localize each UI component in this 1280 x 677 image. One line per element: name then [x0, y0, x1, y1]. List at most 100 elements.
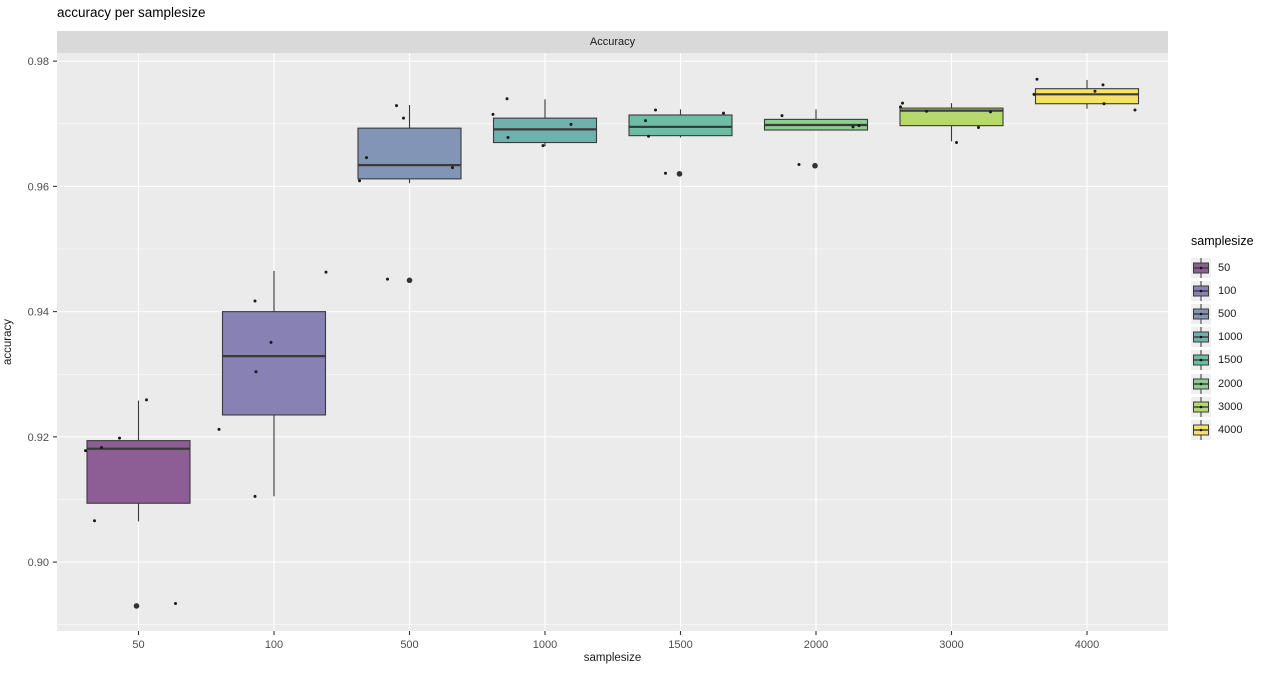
y-tick-label: 0.94 — [28, 307, 49, 319]
box-4000 — [1034, 88, 1140, 105]
jitter-point — [1093, 89, 1097, 93]
legend-key-boxplot-icon — [1191, 257, 1211, 278]
outlier-point — [406, 277, 413, 284]
legend-item-500: 500 — [1191, 302, 1254, 325]
jitter-point — [1102, 102, 1106, 106]
jitter-point — [644, 119, 647, 123]
jitter-point — [797, 162, 801, 166]
legend-item-50: 50 — [1191, 256, 1254, 279]
jitter-point — [386, 277, 389, 281]
x-tick-label: 100 — [265, 639, 283, 651]
jitter-point — [541, 144, 545, 148]
y-tick-label: 0.98 — [28, 56, 49, 68]
legend-key-boxplot-icon — [1191, 350, 1211, 371]
legend-label: 2000 — [1218, 377, 1243, 390]
legend-key-boxplot-icon — [1191, 419, 1211, 440]
facet-strip: Accuracy — [57, 31, 1168, 53]
jitter-point — [100, 446, 103, 450]
legend-label: 1000 — [1218, 331, 1243, 344]
jitter-point — [93, 519, 96, 523]
jitter-point — [664, 171, 667, 175]
outlier-point — [676, 171, 683, 177]
box-100 — [221, 311, 327, 416]
legend-items: 50 100 500 1000 1500 2000 3000 4000 — [1191, 256, 1254, 442]
y-tick-label: 0.92 — [28, 432, 49, 444]
facet-strip-label: Accuracy — [589, 36, 636, 48]
jitter-point — [1101, 83, 1105, 87]
boxplot-panel: 0.90 0.92 0.94 0.96 0.98 50 100 500 1000 1500 2000… — [28, 53, 1168, 651]
jitter-point — [365, 156, 368, 160]
jitter-point — [925, 109, 928, 113]
jitter-point — [395, 104, 398, 108]
jitter-point — [451, 166, 454, 170]
jitter-point — [324, 270, 328, 274]
jitter-point — [505, 97, 509, 101]
jitter-point — [118, 436, 121, 440]
jitter-point — [857, 124, 861, 128]
jitter-point — [253, 494, 257, 498]
y-tick-label: 0.96 — [28, 181, 49, 193]
jitter-point — [899, 105, 902, 109]
plot-title: accuracy per samplesize — [57, 5, 206, 20]
y-tick-label: 0.90 — [28, 557, 49, 569]
legend-label: 100 — [1218, 284, 1237, 297]
jitter-point — [1133, 108, 1137, 112]
legend-label: 3000 — [1218, 400, 1243, 413]
jitter-point — [989, 110, 992, 114]
legend-item-1500: 1500 — [1191, 349, 1254, 372]
legend-key-boxplot-icon — [1191, 373, 1211, 394]
x-tick-label: 4000 — [1075, 639, 1099, 651]
box-50 — [86, 440, 191, 504]
jitter-point — [780, 114, 784, 118]
legend-key-boxplot-icon — [1191, 303, 1211, 324]
x-tick-label: 1500 — [668, 639, 692, 651]
x-tick-label: 50 — [132, 639, 144, 651]
legend-key-boxplot-icon — [1191, 327, 1211, 348]
legend-item-100: 100 — [1191, 279, 1254, 302]
x-axis-title: samplesize — [583, 652, 642, 664]
jitter-point — [647, 134, 650, 138]
box-500 — [357, 127, 462, 180]
legend-key-boxplot-icon — [1191, 280, 1211, 301]
jitter-point — [955, 141, 958, 145]
x-tick-label: 1000 — [533, 639, 557, 651]
jitter-point — [851, 125, 855, 129]
jitter-point — [569, 122, 573, 126]
legend-label: 1500 — [1218, 354, 1243, 367]
jitter-point — [402, 116, 405, 120]
jitter-point — [254, 370, 258, 374]
jitter-point — [269, 340, 273, 344]
jitter-point — [977, 126, 980, 130]
legend-item-4000: 4000 — [1191, 418, 1254, 441]
outlier-point — [133, 603, 140, 609]
legend-item-3000: 3000 — [1191, 395, 1254, 418]
x-tick-label: 500 — [400, 639, 418, 651]
legend-label: 500 — [1218, 307, 1237, 320]
legend: samplesize 50 100 500 1000 1500 2000 3000 4000 — [1191, 234, 1254, 442]
jitter-point — [84, 449, 87, 453]
legend-item-1000: 1000 — [1191, 326, 1254, 349]
legend-key-boxplot-icon — [1191, 396, 1211, 417]
jitter-point — [358, 179, 361, 183]
x-tick-label: 2000 — [804, 639, 828, 651]
box-1500 — [628, 114, 733, 137]
jitter-point — [1032, 92, 1036, 96]
legend-label: 50 — [1218, 261, 1231, 274]
jitter-point — [901, 101, 904, 105]
legend-item-2000: 2000 — [1191, 372, 1254, 395]
jitter-point — [506, 136, 510, 140]
x-tick-label: 3000 — [939, 639, 963, 651]
jitter-point — [491, 112, 495, 116]
legend-title: samplesize — [1191, 234, 1254, 248]
jitter-point — [722, 111, 725, 115]
jitter-point — [145, 398, 148, 402]
jitter-point — [217, 427, 221, 431]
jitter-point — [253, 299, 257, 303]
y-axis-title: accuracy — [2, 318, 14, 366]
jitter-point — [1035, 77, 1039, 81]
legend-label: 4000 — [1218, 423, 1243, 436]
jitter-point — [654, 108, 657, 112]
jitter-point — [174, 601, 177, 605]
outlier-point — [812, 162, 818, 169]
